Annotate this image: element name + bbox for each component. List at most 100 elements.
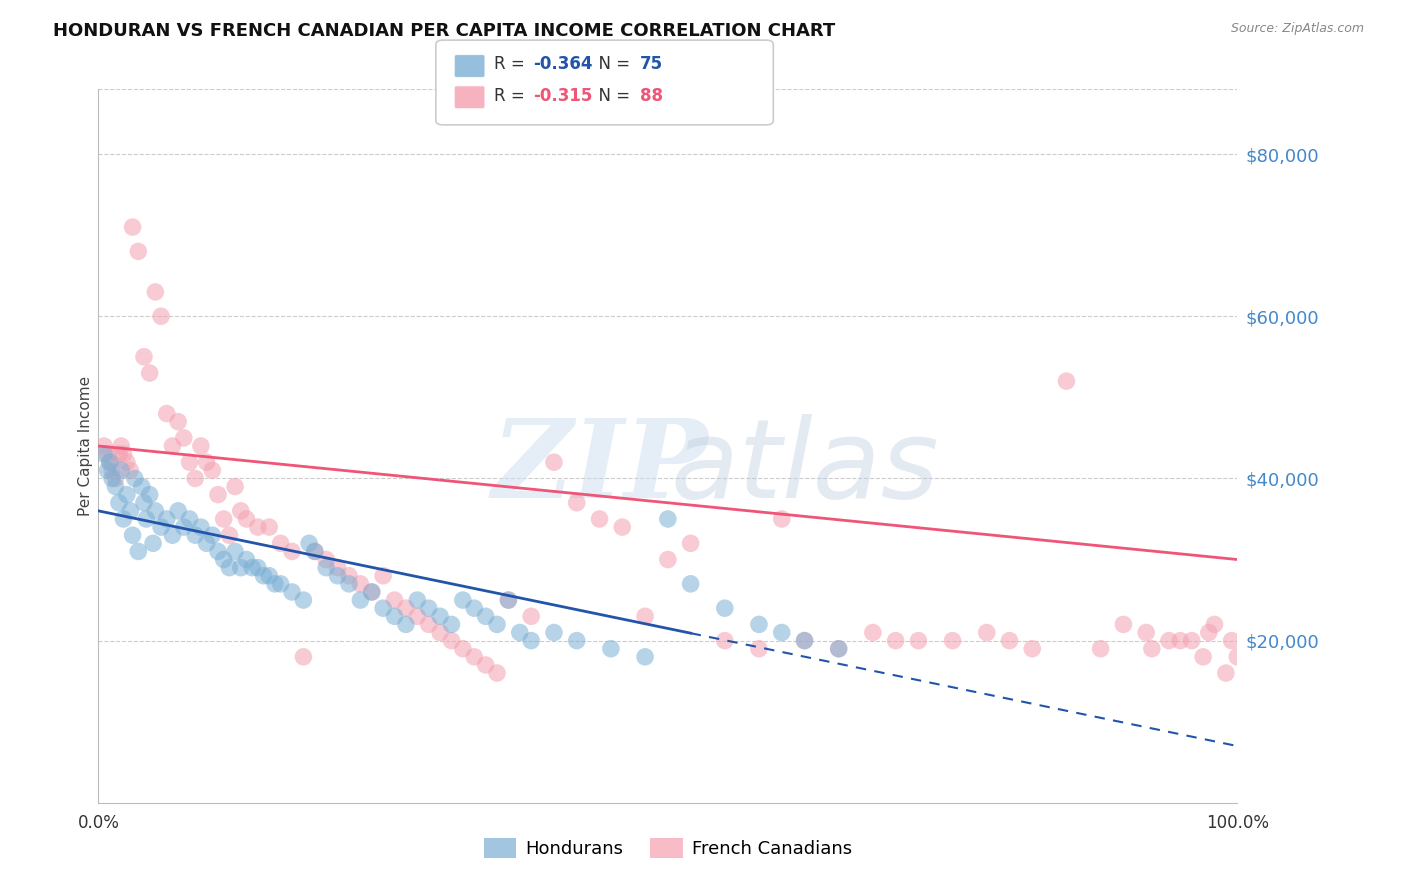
Point [600, 641, 623, 656]
Point [588, 512, 610, 526]
Point [474, 609, 496, 624]
Point [110, 439, 132, 453]
Point [104, 471, 127, 485]
Point [360, 585, 382, 599]
Text: R =: R = [494, 87, 530, 105]
Point [1135, 625, 1157, 640]
Point [828, 641, 851, 656]
Point [246, 520, 269, 534]
Text: -0.364: -0.364 [533, 55, 592, 73]
Point [96, 447, 118, 461]
Point [292, 593, 315, 607]
Point [207, 544, 229, 558]
Text: HONDURAN VS FRENCH CANADIAN PER CAPITA INCOME CORRELATION CHART: HONDURAN VS FRENCH CANADIAN PER CAPITA I… [53, 22, 835, 40]
Point [1226, 649, 1249, 664]
Point [201, 463, 224, 477]
Point [127, 544, 149, 558]
Point [520, 609, 543, 624]
Point [132, 350, 155, 364]
Point [162, 439, 184, 453]
Point [120, 463, 142, 477]
Point [612, 520, 634, 534]
Point [156, 407, 179, 421]
Point [349, 593, 371, 607]
Point [1170, 633, 1192, 648]
Point [156, 512, 179, 526]
Point [770, 625, 793, 640]
Point [173, 431, 195, 445]
Point [498, 593, 520, 607]
Point [101, 463, 124, 477]
Point [770, 512, 793, 526]
Point [714, 633, 737, 648]
Text: ZIP: ZIP [491, 414, 707, 521]
Point [509, 625, 531, 640]
Point [406, 609, 429, 624]
Point [862, 625, 884, 640]
Point [145, 285, 167, 299]
Point [259, 568, 281, 582]
Point [1140, 641, 1163, 656]
Point [543, 455, 565, 469]
Point [463, 649, 485, 664]
Text: 88: 88 [640, 87, 662, 105]
Point [108, 447, 131, 461]
Point [395, 601, 418, 615]
Text: N =: N = [588, 87, 636, 105]
Point [463, 601, 485, 615]
Point [145, 504, 167, 518]
Point [304, 544, 326, 558]
Point [418, 601, 440, 615]
Point [259, 520, 281, 534]
Point [270, 536, 292, 550]
Point [1112, 617, 1135, 632]
Point [184, 528, 207, 542]
Point [748, 617, 770, 632]
Point [440, 633, 463, 648]
Point [748, 641, 770, 656]
Point [1215, 666, 1237, 681]
Point [173, 520, 195, 534]
Point [101, 471, 124, 485]
Point [1204, 617, 1226, 632]
Point [93, 439, 115, 453]
Point [714, 601, 737, 615]
Point [679, 577, 702, 591]
Point [281, 544, 304, 558]
Text: N =: N = [588, 55, 636, 73]
Text: -0.315: -0.315 [533, 87, 592, 105]
Point [793, 633, 815, 648]
Point [793, 633, 815, 648]
Point [371, 568, 394, 582]
Point [565, 633, 588, 648]
Point [474, 657, 496, 672]
Point [264, 577, 287, 591]
Point [124, 471, 146, 485]
Point [229, 504, 252, 518]
Point [132, 496, 155, 510]
Point [179, 455, 201, 469]
Point [349, 577, 371, 591]
Point [1198, 625, 1220, 640]
Point [1090, 641, 1112, 656]
Point [543, 625, 565, 640]
Point [942, 633, 965, 648]
Point [96, 463, 118, 477]
Point [224, 544, 246, 558]
Point [115, 488, 138, 502]
Text: atlas: atlas [671, 414, 939, 521]
Point [121, 220, 143, 235]
Point [498, 593, 520, 607]
Point [218, 528, 240, 542]
Point [167, 504, 190, 518]
Point [337, 568, 360, 582]
Point [315, 552, 337, 566]
Point [429, 609, 451, 624]
Point [104, 479, 127, 493]
Point [212, 512, 235, 526]
Point [1220, 633, 1243, 648]
Point [112, 447, 135, 461]
Point [184, 471, 207, 485]
Point [246, 560, 269, 574]
Point [326, 560, 349, 574]
